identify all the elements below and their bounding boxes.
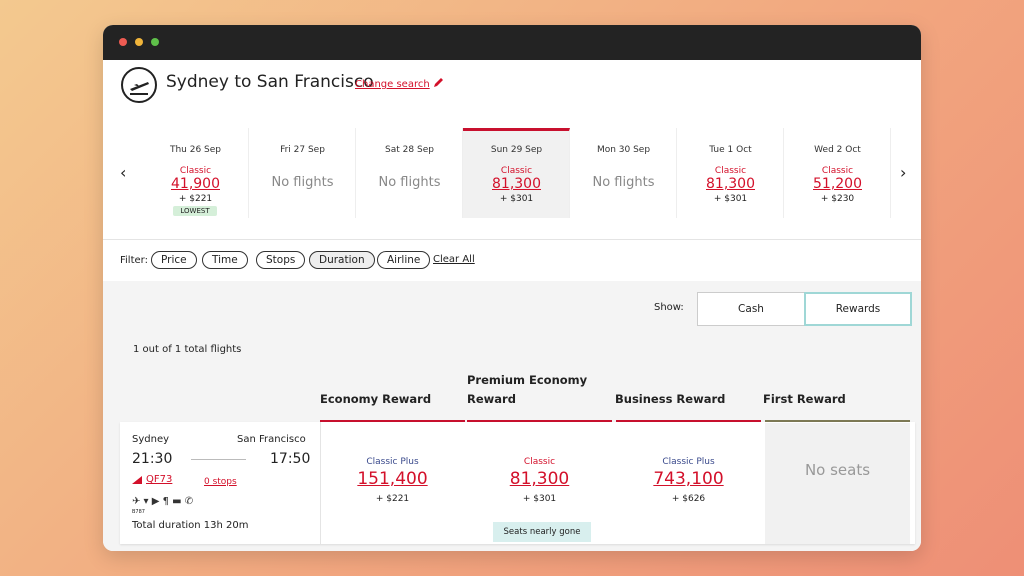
- column-header: Premium Economy Reward: [467, 373, 588, 406]
- points[interactable]: 81,300: [509, 469, 570, 489]
- no-flights: No flights: [378, 175, 441, 190]
- fare-type: Classic Plus: [662, 457, 715, 467]
- tax: + $626: [671, 494, 706, 504]
- date-cell[interactable]: [677, 128, 784, 218]
- edit-icon[interactable]: [432, 77, 444, 89]
- points[interactable]: 743,100: [653, 469, 724, 489]
- max-dot[interactable]: [151, 38, 159, 46]
- duration: Total duration 13h 20m: [132, 520, 249, 531]
- tax: + $301: [499, 194, 534, 204]
- date-cell[interactable]: [784, 128, 891, 218]
- date-label: Wed 2 Oct: [814, 145, 861, 155]
- divider: [320, 422, 321, 544]
- divider: [103, 239, 921, 240]
- min-dot[interactable]: [135, 38, 143, 46]
- points: 41,900: [171, 176, 220, 192]
- route-line: [191, 459, 246, 460]
- tax: + $301: [713, 194, 748, 204]
- fare-type: Classic: [821, 166, 854, 176]
- column-line: [765, 420, 910, 423]
- filter-pill[interactable]: Duration: [309, 251, 375, 269]
- filter-pill[interactable]: Stops: [256, 251, 306, 269]
- points: 81,300: [706, 176, 755, 192]
- fare-type: Classic: [714, 166, 747, 176]
- date-cell[interactable]: [356, 128, 463, 218]
- filter-pill[interactable]: Time: [202, 251, 248, 269]
- date-cell[interactable]: [463, 128, 570, 218]
- points: 81,300: [492, 176, 541, 192]
- stops[interactable]: 0 stops: [204, 477, 237, 487]
- first-cell: [765, 423, 910, 544]
- fare-type: Classic: [179, 166, 212, 176]
- rewards-toggle[interactable]: Rewards: [804, 292, 912, 326]
- date-cell[interactable]: [249, 128, 356, 218]
- availability-note: Seats nearly gone: [493, 522, 591, 542]
- date-label: Thu 26 Sep: [169, 145, 222, 155]
- tax: + $221: [375, 494, 410, 504]
- no-seats: No seats: [804, 461, 871, 479]
- depart-time: 21:30: [132, 451, 173, 467]
- column-header: Economy Reward: [320, 392, 432, 406]
- tax: + $230: [820, 194, 855, 204]
- close-dot[interactable]: [119, 38, 127, 46]
- clear-all[interactable]: Clear All: [433, 254, 475, 265]
- cash-toggle[interactable]: Cash: [697, 292, 805, 326]
- airline-logo: [132, 476, 142, 484]
- flight-number[interactable]: QF73: [146, 474, 173, 485]
- aircraft: B787: [132, 509, 145, 515]
- fare-type: Classic Plus: [366, 457, 419, 467]
- fare-type: Classic: [500, 166, 533, 176]
- arrive-time: 17:50: [270, 451, 311, 467]
- no-flights: No flights: [592, 175, 655, 190]
- badge: LOWEST: [173, 206, 217, 216]
- results-count: 1 out of 1 total flights: [133, 344, 242, 355]
- date-cell[interactable]: [570, 128, 677, 218]
- filter-label: Filter:: [120, 255, 148, 266]
- origin: Sydney: [132, 434, 170, 445]
- column-line: [320, 420, 465, 423]
- date-label: Fri 27 Sep: [280, 145, 325, 155]
- filter-pill[interactable]: Price: [151, 251, 197, 269]
- no-flights: No flights: [271, 175, 334, 190]
- filter-pill[interactable]: Airline: [377, 251, 431, 269]
- column-header: First Reward: [763, 392, 846, 406]
- points: 51,200: [813, 176, 862, 192]
- date-label: Tue 1 Oct: [709, 145, 752, 155]
- title-bar: [103, 25, 921, 60]
- date-cell[interactable]: [142, 128, 249, 218]
- column-line: [467, 420, 612, 423]
- plane-icon: [121, 67, 157, 103]
- date-label: Sat 28 Sep: [385, 145, 434, 155]
- show-label: Show:: [654, 302, 684, 313]
- date-label: Mon 30 Sep: [596, 145, 651, 155]
- date-label: Sun 29 Sep: [490, 145, 543, 155]
- tax: + $221: [178, 194, 213, 204]
- change-search[interactable]: Change search: [355, 79, 430, 90]
- column-line: [616, 420, 761, 423]
- prev-arrow[interactable]: ‹: [120, 163, 127, 182]
- amenity-icons: ✈ ▾ ▶ ¶ ▬ ✆: [132, 496, 194, 507]
- title: Sydney to San Francisco: [166, 72, 374, 92]
- column-header: Business Reward: [615, 392, 726, 406]
- next-arrow[interactable]: ›: [900, 163, 907, 182]
- points[interactable]: 151,400: [357, 469, 428, 489]
- browser-window: Sydney to San Francisco Change search ‹ …: [103, 25, 921, 551]
- tax: + $301: [522, 494, 557, 504]
- fare-type: Classic: [523, 457, 556, 467]
- destination: San Francisco: [237, 434, 306, 445]
